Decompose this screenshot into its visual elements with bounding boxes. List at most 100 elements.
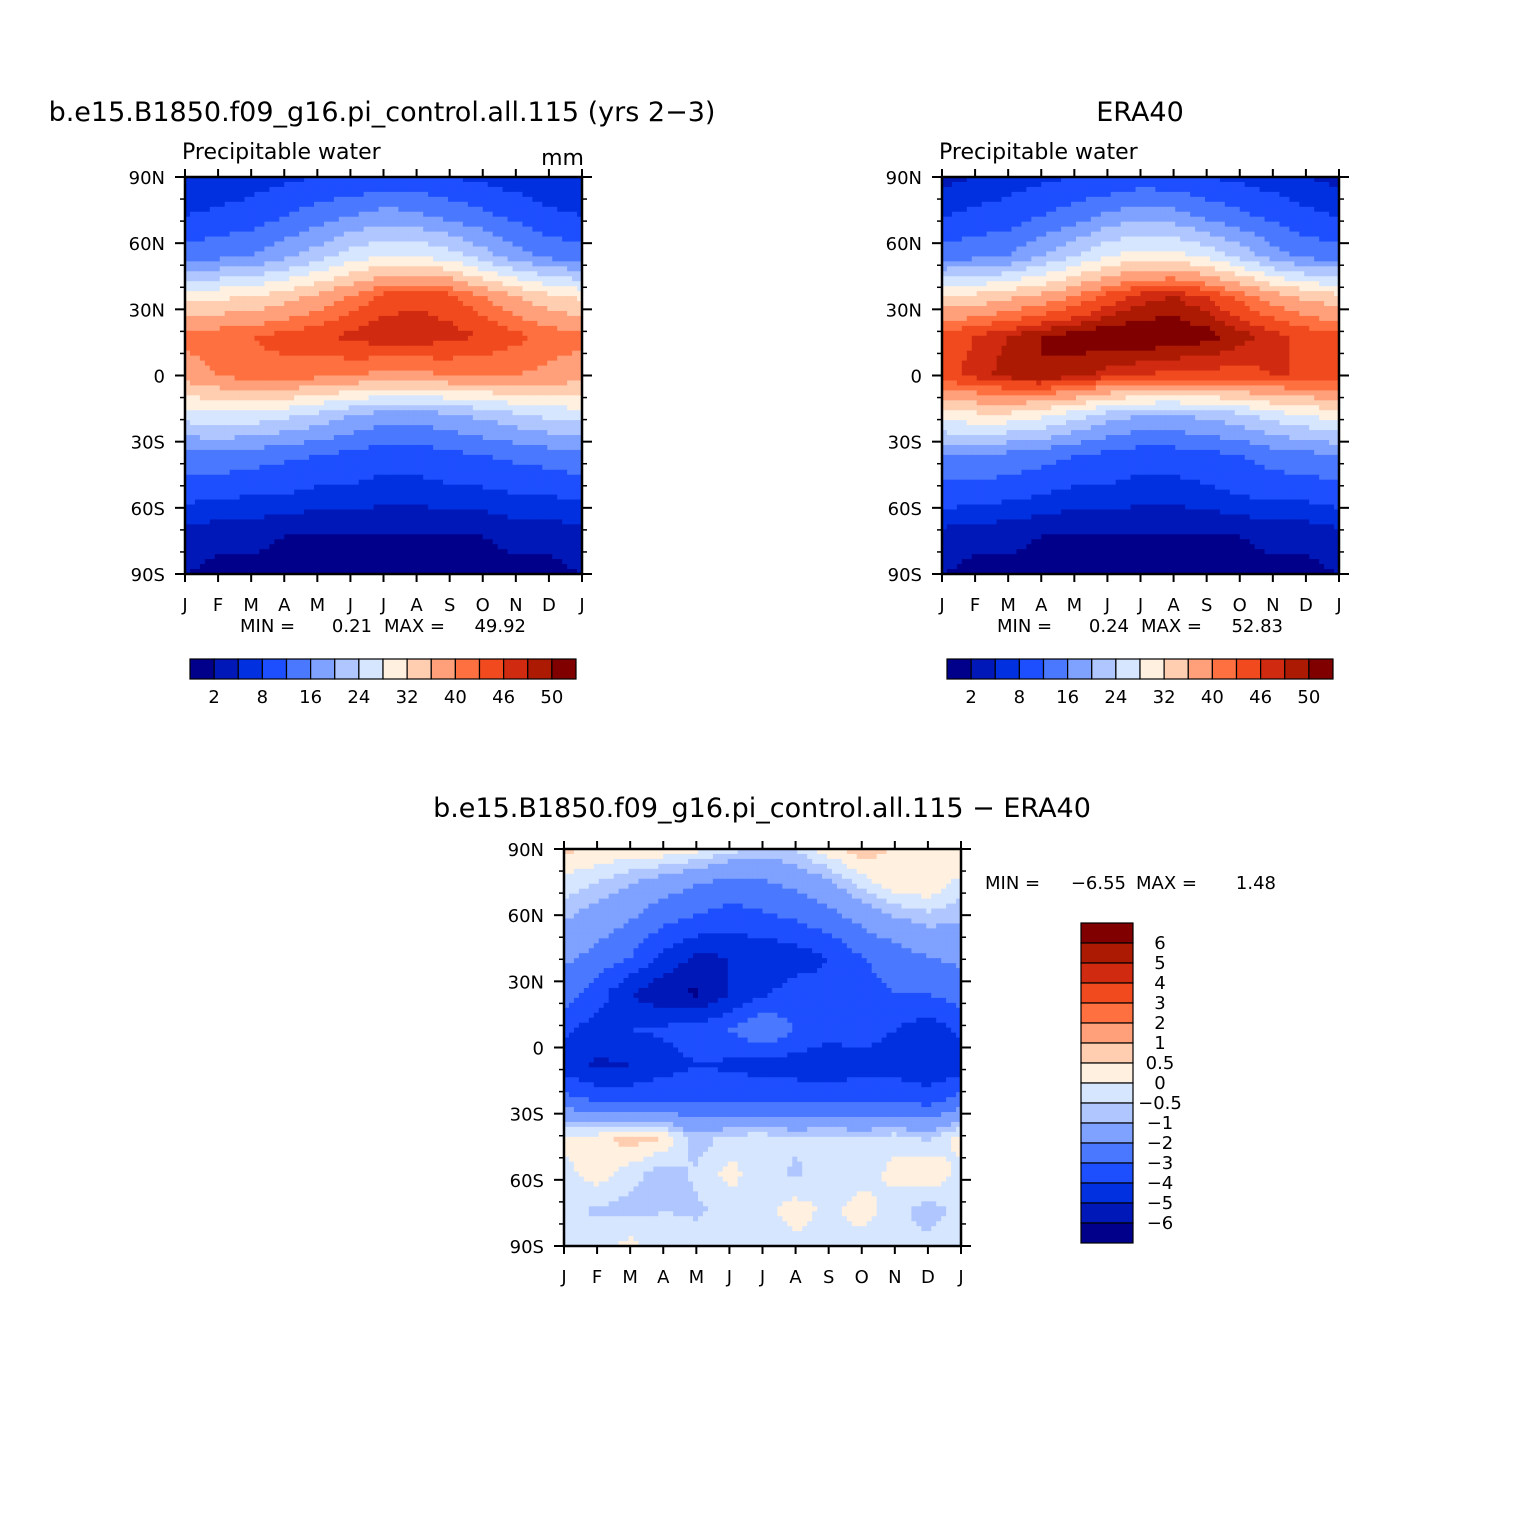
field-cell [393,222,399,228]
field-cell [240,435,246,441]
field-cell [448,237,454,243]
field-cell [245,321,251,327]
field-cell [314,251,320,257]
field-cell [254,420,260,426]
field-cell [503,410,509,416]
field-cell [503,197,509,203]
field-cell [230,296,236,302]
field-cell [557,266,563,272]
field-cell [225,425,231,431]
field-cell [205,445,211,451]
field-cell [532,460,538,466]
field-cell [215,306,221,312]
field-cell [508,455,514,461]
field-cell [542,306,548,312]
field-cell [220,450,226,456]
field-cell [250,256,256,262]
field-cell [250,361,256,367]
field-cell [349,291,355,297]
field-cell [453,385,459,391]
field-cell [488,470,494,476]
field-cell [200,301,206,307]
field-cell [284,256,290,262]
field-cell [562,291,568,297]
field-cell [428,455,434,461]
field-cell [259,480,265,486]
field-cell [498,371,504,377]
field-cell [294,480,300,486]
field-cell [240,356,246,362]
field-cell [359,237,365,243]
field-cell [408,475,414,481]
field-cell [517,366,523,372]
field-cell [195,256,201,262]
field-cell [259,376,265,382]
field-cell [230,251,236,257]
field-cell [354,480,360,486]
field-cell [522,400,528,406]
field-cell [309,271,315,277]
field-cell [259,405,265,411]
field-cell [324,246,330,252]
field-cell [294,202,300,208]
field-cell [428,380,434,386]
field-cell [250,435,256,441]
field-cell [384,445,390,451]
field-cell [413,415,419,421]
field-cell [552,465,558,471]
field-cell [498,395,504,401]
field-cell [314,485,320,491]
field-cell [423,435,429,441]
field-cell [527,311,533,317]
field-cell [388,440,394,446]
field-cell [195,212,201,218]
field-cell [264,202,270,208]
field-cell [562,430,568,436]
field-cell [398,187,404,193]
field-cell [398,321,404,327]
field-cell [532,301,538,307]
field-cell [478,440,484,446]
field-cell [443,276,449,282]
field-cell [527,217,533,223]
field-cell [334,242,340,248]
field-cell [547,410,553,416]
field-cell [210,475,216,481]
field-cell [200,351,206,357]
field-cell [532,237,538,243]
field-cell [259,445,265,451]
field-cell [324,420,330,426]
field-cell [443,271,449,277]
field-cell [215,242,221,248]
field-cell [220,202,226,208]
field-cell [364,331,370,337]
field-cell [478,470,484,476]
field-cell [438,385,444,391]
field-cell [259,415,265,421]
field-cell [284,306,290,312]
field-cell [418,197,424,203]
field-cell [552,242,558,248]
field-cell [493,440,499,446]
field-cell [562,306,568,312]
field-cell [225,400,231,406]
field-cell [274,316,280,322]
field-cell [324,475,330,481]
field-cell [448,395,454,401]
field-cell [408,246,414,252]
field-cell [210,222,216,228]
field-cell [517,465,523,471]
field-cell [240,182,246,188]
field-cell [562,266,568,272]
field-cell [195,326,201,332]
field-cell [294,390,300,396]
field-cell [393,371,399,377]
field-cell [468,212,474,218]
field-cell [240,256,246,262]
field-cell [230,291,236,297]
field-cell [299,385,305,391]
field-cell [542,376,548,382]
field-cell [324,326,330,332]
field-cell [428,400,434,406]
field-cell [259,217,265,223]
